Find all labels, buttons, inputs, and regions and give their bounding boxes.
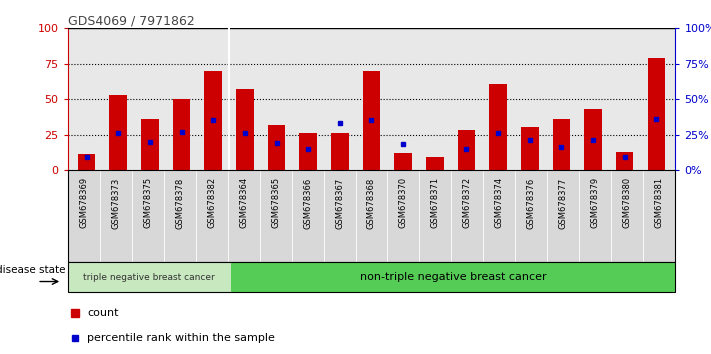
Text: GSM678378: GSM678378 [175,177,184,229]
Bar [611,170,643,262]
Bar [173,99,191,170]
Bar [141,119,159,170]
Text: GSM678375: GSM678375 [143,177,152,228]
Text: GSM678376: GSM678376 [527,177,536,229]
Text: GSM678373: GSM678373 [111,177,120,229]
Bar [236,89,254,170]
Text: GSM678377: GSM678377 [559,177,568,229]
Text: GSM678372: GSM678372 [463,177,472,228]
Text: percentile rank within the sample: percentile rank within the sample [87,333,275,343]
Bar [521,127,538,170]
Bar [109,95,127,170]
Bar [363,71,380,170]
Text: count: count [87,308,119,318]
Bar [395,153,412,170]
Bar [552,119,570,170]
Bar [483,170,515,262]
Bar [324,170,356,262]
Text: triple negative breast cancer: triple negative breast cancer [83,273,215,281]
Text: GSM678380: GSM678380 [623,177,632,228]
Text: GSM678379: GSM678379 [591,177,600,228]
Bar [268,125,285,170]
Bar [387,170,419,262]
Bar [648,58,665,170]
Bar [299,133,317,170]
Bar [205,71,222,170]
Text: GSM678366: GSM678366 [303,177,312,229]
Bar [132,170,164,262]
Text: GSM678371: GSM678371 [431,177,440,228]
Bar [77,154,95,170]
Text: GSM678374: GSM678374 [495,177,504,228]
Bar [196,170,228,262]
Bar [260,170,292,262]
Bar [331,133,348,170]
Bar [68,262,230,292]
Bar [230,262,675,292]
Text: GSM678370: GSM678370 [399,177,408,228]
Bar [228,170,260,262]
Text: disease state: disease state [0,266,65,275]
Bar [68,262,675,292]
Text: non-triple negative breast cancer: non-triple negative breast cancer [360,272,546,282]
Bar [356,170,387,262]
Bar [68,170,100,262]
Text: GDS4069 / 7971862: GDS4069 / 7971862 [68,14,194,27]
Text: GSM678381: GSM678381 [655,177,664,228]
Text: GSM678364: GSM678364 [239,177,248,228]
Bar [584,109,602,170]
Bar [458,130,475,170]
Bar [489,84,507,170]
Text: GSM678368: GSM678368 [367,177,376,229]
Bar [616,152,634,170]
Bar [579,170,611,262]
Bar [643,170,675,262]
Bar [68,170,675,262]
Bar [451,170,483,262]
Bar [292,170,324,262]
Text: GSM678367: GSM678367 [335,177,344,229]
Text: GSM678382: GSM678382 [207,177,216,228]
Bar [419,170,451,262]
Text: GSM678365: GSM678365 [271,177,280,228]
Bar [100,170,132,262]
Bar [515,170,547,262]
Bar [426,157,444,170]
Bar [164,170,196,262]
Bar [547,170,579,262]
Text: GSM678369: GSM678369 [79,177,88,228]
